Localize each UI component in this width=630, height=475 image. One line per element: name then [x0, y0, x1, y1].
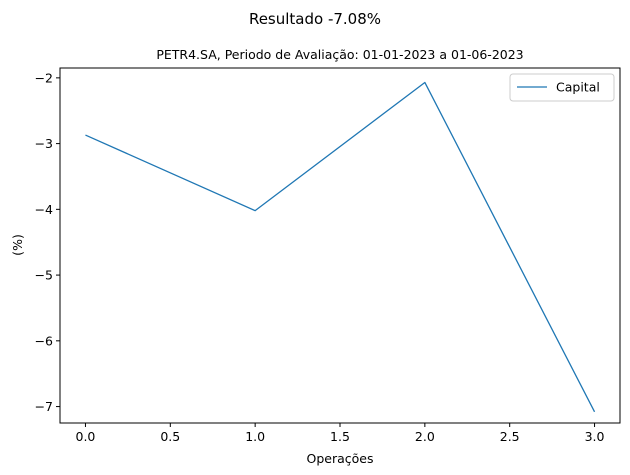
y-tick-label: −5 — [35, 268, 53, 283]
x-tick-label: 3.0 — [585, 429, 605, 444]
series-line-capital — [85, 81, 596, 413]
x-tick-label: 0.0 — [76, 429, 96, 444]
x-tick-label: 2.0 — [415, 429, 435, 444]
series-layer — [85, 81, 596, 413]
plot-frame — [59, 67, 621, 424]
x-tick-label: 1.0 — [245, 429, 265, 444]
x-axis-ticks: 0.0 0.5 1.0 1.5 2.0 2.5 3.0 — [76, 423, 605, 444]
x-tick-label: 0.5 — [160, 429, 180, 444]
plot-area: 0.0 0.5 1.0 1.5 2.0 2.5 3.0 −2 −3 −4 −5 −6 −7 — [35, 67, 621, 444]
y-axis-label: (%) — [10, 234, 25, 256]
x-tick-label: 2.5 — [500, 429, 520, 444]
legend-box — [509, 73, 615, 102]
y-tick-label: −2 — [35, 70, 53, 85]
x-tick-label: 1.5 — [330, 429, 350, 444]
chart-title: PETR4.SA, Periodo de Avaliação: 01-01-20… — [156, 47, 523, 62]
y-tick-label: −7 — [35, 399, 53, 414]
chart-suptitle: Resultado -7.08% — [249, 10, 381, 28]
y-axis-ticks: −2 −3 −4 −5 −6 −7 — [35, 70, 60, 414]
legend: Capital — [509, 73, 615, 102]
y-tick-label: −4 — [35, 202, 53, 217]
y-tick-label: −3 — [35, 136, 53, 151]
x-axis-label: Operações — [307, 451, 374, 466]
legend-label-capital: Capital — [556, 80, 600, 95]
y-tick-label: −6 — [35, 333, 53, 348]
